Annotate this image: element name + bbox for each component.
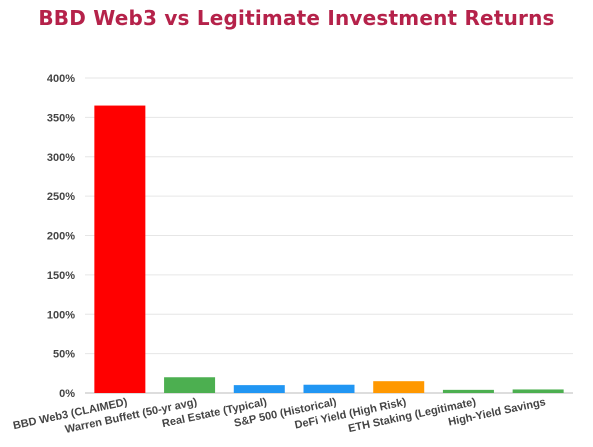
- x-axis: BBD Web3 (CLAIMED)Warren Buffett (50-yr …: [12, 396, 547, 436]
- bar: [164, 377, 216, 393]
- bar: [373, 381, 425, 393]
- y-tick-label: 150%: [47, 270, 75, 282]
- bar: [442, 389, 494, 393]
- y-tick-label: 250%: [47, 191, 75, 203]
- gridlines: [85, 77, 573, 394]
- y-tick-label: 50%: [53, 349, 75, 361]
- y-tick-label: 350%: [47, 112, 75, 124]
- bar: [512, 389, 564, 393]
- bars: [94, 105, 564, 393]
- bar: [233, 385, 285, 393]
- chart-title: BBD Web3 vs Legitimate Investment Return…: [38, 6, 555, 30]
- bar: [94, 105, 146, 393]
- y-tick-label: 200%: [47, 231, 75, 243]
- y-tick-label: 400%: [47, 73, 75, 85]
- y-tick-label: 0%: [59, 388, 75, 400]
- bar: [303, 384, 355, 393]
- y-tick-label: 100%: [47, 309, 75, 321]
- y-tick-label: 300%: [47, 152, 75, 164]
- y-axis: 0% 50% 100% 150% 200% 250% 300% 350% 400%: [47, 73, 75, 400]
